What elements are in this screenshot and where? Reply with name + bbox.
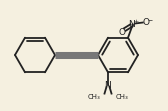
Text: N: N [128,20,135,29]
Text: N: N [105,81,111,90]
Text: +: + [134,19,139,24]
Text: −: − [148,18,153,23]
Text: CH₃: CH₃ [88,94,100,100]
Text: CH₃: CH₃ [115,94,128,100]
Text: O: O [142,18,149,27]
Text: O: O [118,28,125,37]
